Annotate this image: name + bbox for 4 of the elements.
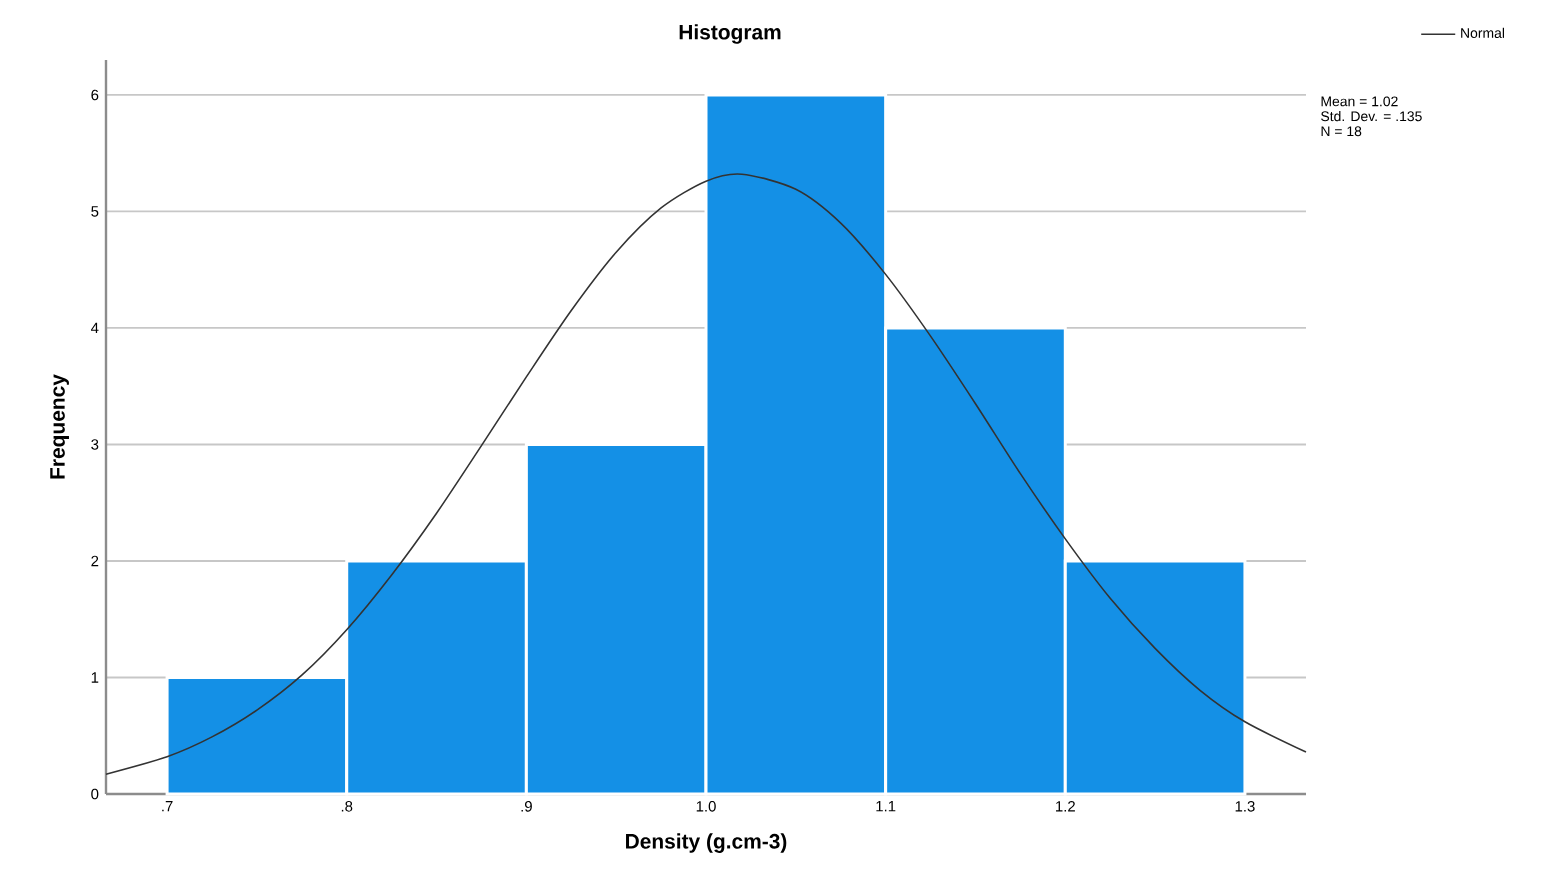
- line-series: [105, 173, 1307, 775]
- y-axis-title: Frequency: [50, 374, 69, 479]
- chart-title: Histogram: [679, 24, 781, 44]
- x-axis-title: Density (g.cm-3): [626, 833, 787, 853]
